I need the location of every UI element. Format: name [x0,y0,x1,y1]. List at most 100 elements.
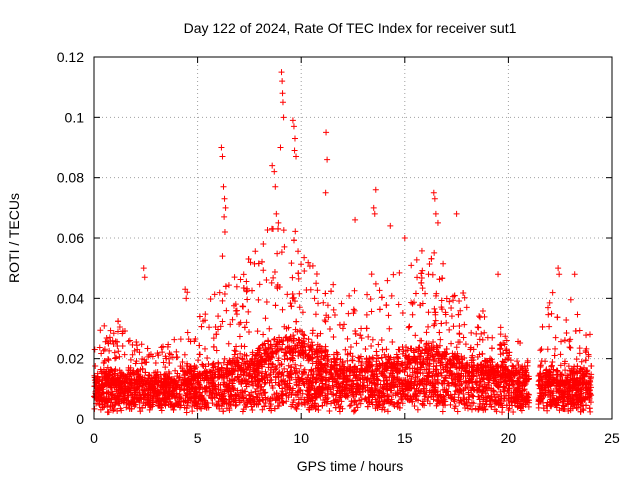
data-point [372,280,379,287]
data-point [318,365,325,372]
data-point [324,302,331,309]
data-point [226,407,233,414]
data-point [350,408,357,415]
data-point [385,393,392,400]
data-point [517,340,524,347]
data-point [264,376,271,383]
data-point [519,363,526,370]
data-point [288,364,295,371]
data-point [395,358,402,365]
data-point [296,290,303,297]
data-point [106,347,113,354]
data-point [326,408,333,415]
data-point [96,344,103,351]
data-point [562,378,569,385]
data-point [176,390,183,397]
data-point [356,355,363,362]
data-point [482,358,489,365]
data-point [379,361,386,368]
data-point [390,271,397,278]
data-point [157,404,164,411]
data-point [356,397,363,404]
data-point [425,378,432,385]
data-point [553,388,560,395]
data-point [322,368,329,375]
data-point [474,324,481,331]
data-point [577,375,584,382]
data-point [280,227,287,234]
data-point [384,408,391,415]
data-point [210,364,217,371]
data-point [460,334,467,341]
data-point [260,331,267,338]
data-point [298,261,305,268]
data-point [503,337,510,344]
data-point [378,294,385,301]
data-point [216,289,223,296]
data-point [137,408,144,415]
data-point [249,378,256,385]
data-point [463,379,470,386]
data-point [151,369,158,376]
data-point [424,354,431,361]
data-point [497,345,504,352]
data-point [480,376,487,383]
data-point [226,385,233,392]
data-point [378,336,385,343]
data-point [362,345,369,352]
data-point [396,368,403,375]
data-point [246,391,253,398]
data-point [412,376,419,383]
data-point [272,343,279,350]
data-point [490,387,497,394]
data-point [325,384,332,391]
data-point [255,260,262,267]
data-point [187,338,194,345]
data-point [500,383,507,390]
data-point [318,373,325,380]
data-point [346,403,353,410]
data-point [322,396,329,403]
data-point [296,304,303,311]
data-point [449,379,456,386]
data-point [563,316,570,323]
data-point [479,404,486,411]
data-point [477,379,484,386]
data-point [141,375,148,382]
data-point [548,388,555,395]
data-point [296,387,303,394]
data-point [279,385,286,392]
data-point [285,324,292,331]
data-point [112,400,119,407]
data-point [261,389,268,396]
data-point [279,398,286,405]
data-point [583,402,590,409]
data-point [228,396,235,403]
data-point [391,364,398,371]
data-point [566,388,573,395]
data-point [330,384,337,391]
data-point [281,243,288,250]
data-point [587,399,594,406]
data-point [477,378,484,385]
data-point [551,352,558,359]
data-point [332,404,339,411]
data-point [165,341,172,348]
data-point [588,363,595,370]
data-point [174,354,181,361]
data-point [116,324,123,331]
data-point [401,368,408,375]
data-point [142,369,149,376]
data-point [271,336,278,343]
data-point [587,378,594,385]
data-point [292,228,299,235]
data-point [418,275,425,282]
data-point [243,383,250,390]
data-point [289,385,296,392]
data-point [285,372,292,379]
data-point [181,385,188,392]
data-point [456,331,463,338]
data-point [322,374,329,381]
data-point [443,361,450,368]
data-point [560,406,567,413]
